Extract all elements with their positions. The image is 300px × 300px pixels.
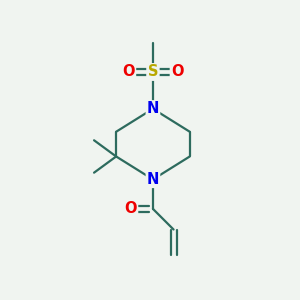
Text: N: N [147, 172, 159, 187]
Text: N: N [147, 101, 159, 116]
Text: O: O [122, 64, 135, 80]
Text: O: O [171, 64, 183, 80]
Text: O: O [124, 201, 137, 216]
Text: S: S [148, 64, 158, 80]
